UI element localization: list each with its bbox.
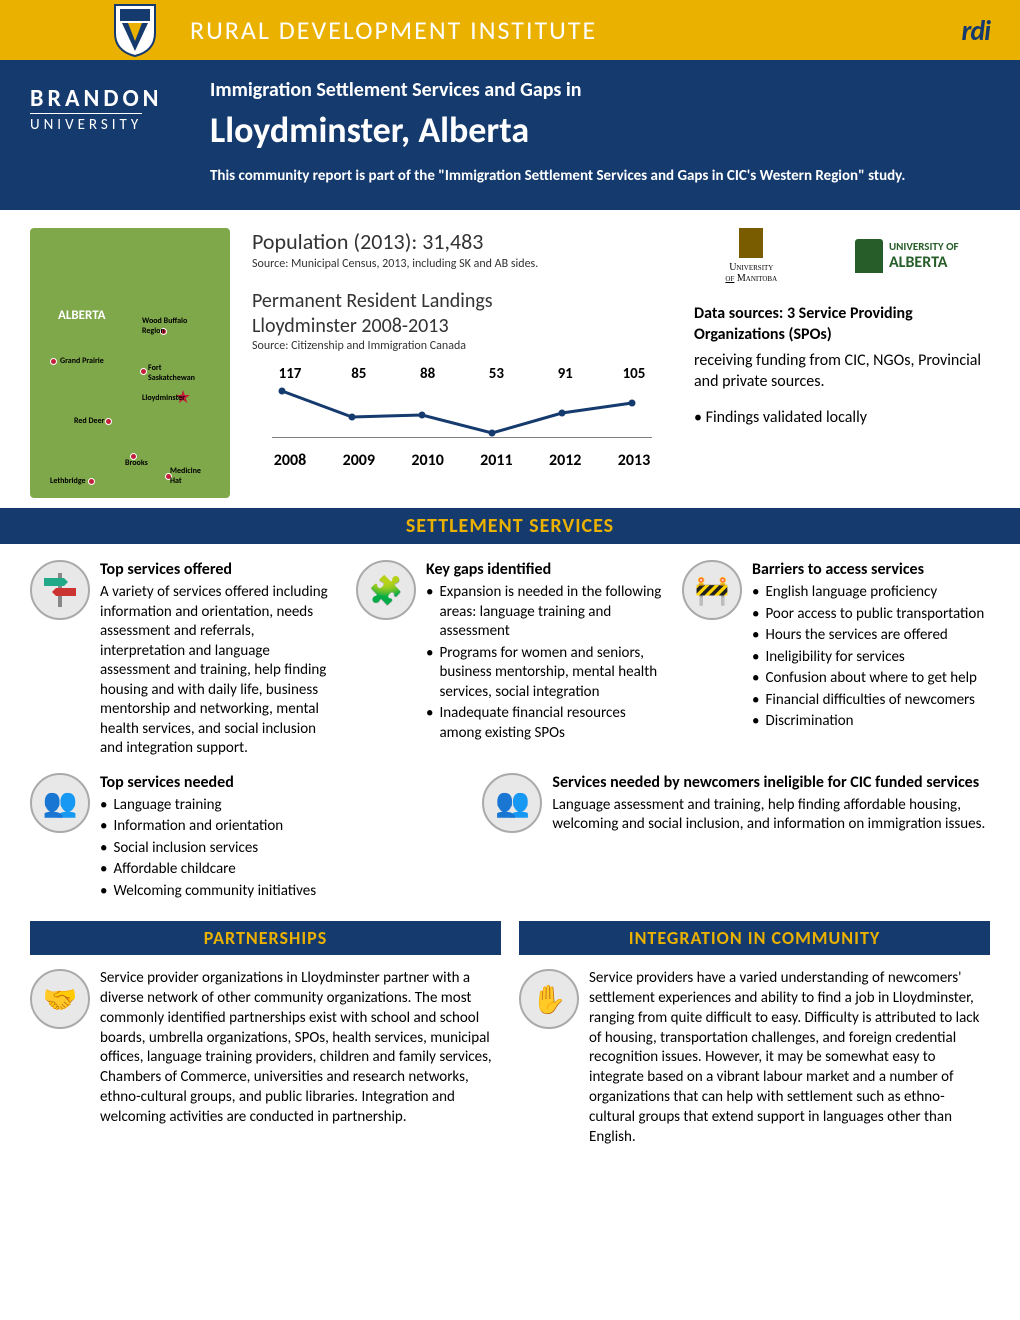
top-services-needed-list: Language trainingInformation and orienta… [100,796,452,902]
barrier-icon: 🚧 [682,560,742,620]
rdi-logo: rdi [961,13,990,48]
partnerships-body: Service provider organizations in Lloydm… [100,969,501,1127]
partner-logos: Universityof Manitoba UNIVERSITY OFALBER… [694,228,990,284]
brandon-university-logo: BRANDON UNIVERSITY [30,78,210,186]
integration-body: Service providers have a varied understa… [589,969,990,1147]
alberta-map: ALBERTA Grand Prairie Wood BuffaloRegion… [30,228,230,498]
pr-heading-2: Lloydminster 2008-2013 [252,314,672,339]
institute-title: RURAL DEVELOPMENT INSTITUTE [190,14,961,46]
pr-source: Source: Citizenship and Immigration Cana… [252,339,672,353]
report-title: Lloydminster, Alberta [210,108,990,152]
ineligible-services-title: Services needed by newcomers ineligible … [552,773,990,792]
data-sources-heading: Data sources: 3 Service Providing Organi… [694,304,990,346]
top-services-needed-title: Top services needed [100,773,452,792]
population-source: Source: Municipal Census, 2013, includin… [252,257,672,271]
pr-heading-1: Permanent Resident Landings [252,289,672,314]
report-intro: This community report is part of the "Im… [210,166,990,186]
ineligible-services-body: Language assessment and training, help f… [552,796,990,835]
top-services-offered-title: Top services offered [100,560,338,579]
key-gaps-title: Key gaps identified [426,560,664,579]
barriers-list: English language proficiencyPoor access … [752,583,990,732]
top-services-offered-body: A variety of services offered including … [100,583,338,759]
pr-landings-chart: 11785885391105 200820092010201120122013 [252,365,672,470]
partnerships-bar: PARTNERSHIPS [30,921,501,955]
people-icon: 👥 [30,773,90,833]
key-gaps-list: Expansion is needed in the following are… [426,583,664,743]
header-blue-bar: BRANDON UNIVERSITY Immigration Settlemen… [0,60,1020,210]
header-gold-bar: RURAL DEVELOPMENT INSTITUTE rdi [0,0,1020,60]
handshake-icon: 🤝 [30,969,90,1029]
people-icon-2: 👥 [482,773,542,833]
signpost-icon [30,560,90,620]
settlement-section-bar: SETTLEMENT SERVICES [0,508,1020,544]
data-sources-body: receiving funding from CIC, NGOs, Provin… [694,350,990,393]
barriers-title: Barriers to access services [752,560,990,579]
u-alberta-logo: UNIVERSITY OFALBERTA [855,239,959,273]
puzzle-icon: 🧩 [356,560,416,620]
u-manitoba-logo: Universityof Manitoba [725,228,777,284]
report-subtitle: Immigration Settlement Services and Gaps… [210,78,990,102]
data-sources-bullet: • Findings validated locally [694,407,990,429]
hands-together-icon: ✋ [519,969,579,1029]
integration-bar: INTEGRATION IN COMMUNITY [519,921,990,955]
population-heading: Population (2013): 31,483 [252,228,672,255]
brandon-shield-icon [110,3,160,57]
